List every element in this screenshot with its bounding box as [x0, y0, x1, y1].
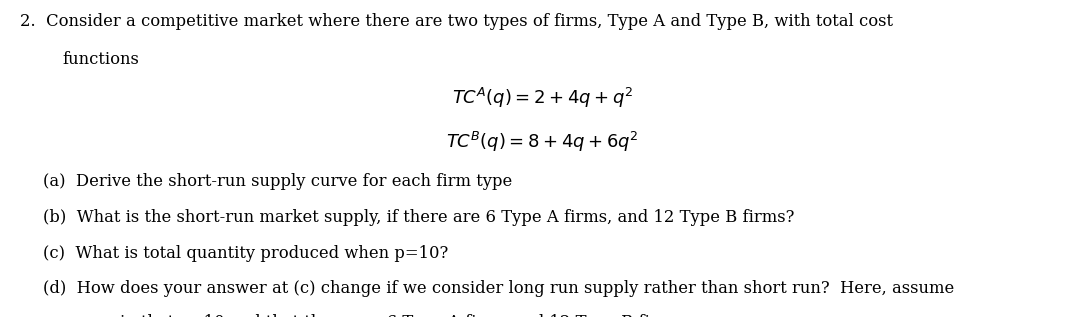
- Text: $TC^B(q) = 8 + 4q + 6q^2$: $TC^B(q) = 8 + 4q + 6q^2$: [446, 130, 638, 154]
- Text: (a)  Derive the short-run supply curve for each firm type: (a) Derive the short-run supply curve fo…: [43, 173, 513, 190]
- Text: $TC^A(q) = 2 + 4q + q^2$: $TC^A(q) = 2 + 4q + q^2$: [452, 86, 632, 110]
- Text: (b)  What is the short-run market supply, if there are 6 Type A firms, and 12 Ty: (b) What is the short-run market supply,…: [43, 209, 795, 226]
- Text: (d)  How does your answer at (c) change if we consider long run supply rather th: (d) How does your answer at (c) change i…: [43, 280, 955, 297]
- Text: 2.  Consider a competitive market where there are two types of firms, Type A and: 2. Consider a competitive market where t…: [20, 13, 892, 30]
- Text: functions: functions: [63, 51, 140, 68]
- Text: again that p=10 and that there are 6 Type A firms and 12 Type B firms.: again that p=10 and that there are 6 Typ…: [90, 314, 687, 317]
- Text: (c)  What is total quantity produced when p=10?: (c) What is total quantity produced when…: [43, 245, 449, 262]
